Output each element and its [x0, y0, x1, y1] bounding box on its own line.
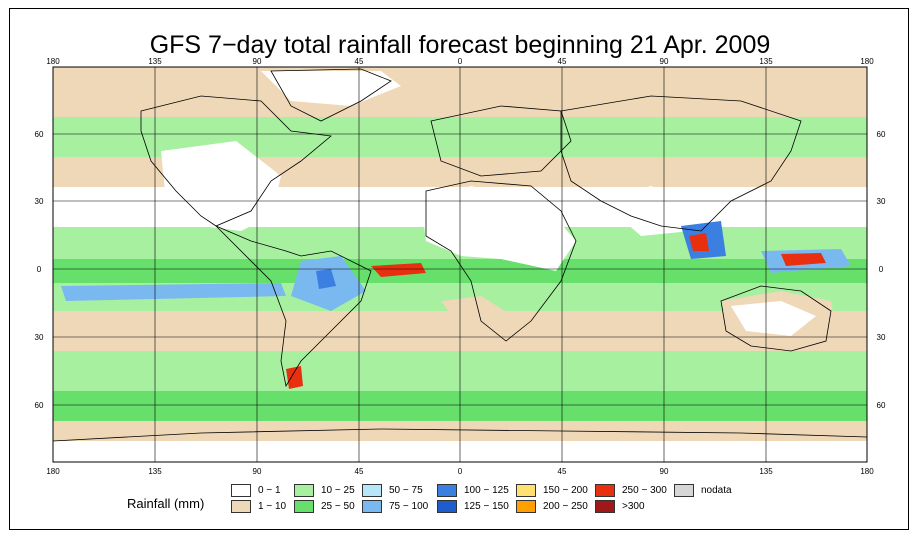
legend-item: >300 — [595, 499, 645, 514]
lat-label: 30 — [35, 197, 44, 206]
lon-label: 45 — [355, 57, 364, 66]
legend-item: 25 − 50 — [294, 499, 355, 514]
lon-label: 180 — [860, 57, 874, 66]
lon-label: 45 — [558, 57, 567, 66]
legend-label: 0 − 1 — [258, 485, 281, 496]
lat-label: 60 — [877, 401, 886, 410]
lat-label: 60 — [877, 130, 886, 139]
legend-item: 10 − 25 — [294, 483, 355, 498]
legend-label: 25 − 50 — [321, 501, 355, 512]
legend-item: 1 − 10 — [231, 499, 286, 514]
atlantic-itcz-heavy — [371, 263, 426, 277]
antarctica-outline — [52, 428, 868, 442]
legend-label: 1 − 10 — [258, 501, 287, 512]
legend-swatch — [674, 484, 694, 497]
longitude-labels-bottom: 180 135 90 45 0 45 90 135 180 — [46, 467, 874, 476]
legend-label: 100 − 125 — [464, 485, 509, 496]
rainfall-map: 180 135 90 45 0 45 90 135 180 180 135 90… — [35, 57, 886, 476]
legend-swatch — [231, 484, 251, 497]
west-pacific-heavy — [781, 253, 826, 266]
legend-swatch — [595, 484, 615, 497]
lon-label: 90 — [253, 467, 262, 476]
legend-item: 125 − 150 — [437, 499, 509, 514]
legend-swatch — [231, 500, 251, 513]
amazon-heavy — [316, 269, 336, 289]
legend-label: 75 − 100 — [389, 501, 429, 512]
longitude-labels-top: 180 135 90 45 0 45 90 135 180 — [46, 57, 874, 66]
lon-label: 90 — [660, 57, 669, 66]
lon-label: 0 — [458, 467, 463, 476]
greenland-outline — [270, 68, 392, 122]
legend-label: 250 − 300 — [622, 485, 667, 496]
europe-outline — [430, 105, 572, 177]
south-america-outline — [215, 225, 372, 388]
lon-label: 45 — [355, 467, 364, 476]
south-asia-dry — [601, 186, 701, 236]
lat-label: 60 — [35, 401, 44, 410]
map-border — [52, 66, 868, 463]
lon-label: 90 — [660, 467, 669, 476]
maritime-continent-heavy — [689, 233, 709, 251]
legend-label: nodata — [701, 485, 732, 496]
legend-label: >300 — [622, 501, 645, 512]
legend-swatch — [362, 500, 382, 513]
southern-africa-light — [441, 296, 521, 341]
figure-frame: GFS 7−day total rainfall forecast beginn… — [9, 8, 909, 530]
legend-item: 50 − 75 — [362, 483, 423, 498]
north-america-dry — [161, 141, 281, 231]
lat-label: 60 — [35, 130, 44, 139]
lat-label: 30 — [35, 333, 44, 342]
lat-label: 30 — [877, 333, 886, 342]
legend-item: 100 − 125 — [437, 483, 509, 498]
lon-label: 45 — [558, 467, 567, 476]
lon-label: 135 — [759, 467, 773, 476]
graticule — [53, 67, 867, 462]
lon-label: 0 — [458, 57, 463, 66]
legend-swatch — [362, 484, 382, 497]
legend-label: 125 − 150 — [464, 501, 509, 512]
lat-label: 0 — [879, 265, 884, 274]
lon-label: 135 — [148, 57, 162, 66]
lon-label: 180 — [46, 467, 60, 476]
legend-title: Rainfall (mm) — [127, 496, 205, 511]
legend-label: 10 − 25 — [321, 485, 355, 496]
legend-swatch — [294, 484, 314, 497]
legend-item: 200 − 250 — [516, 499, 588, 514]
lat-label: 0 — [37, 265, 42, 274]
legend-label: 150 − 200 — [543, 485, 588, 496]
legend-item: 250 − 300 — [595, 483, 667, 498]
lon-label: 180 — [860, 467, 874, 476]
lon-label: 90 — [253, 57, 262, 66]
legend-swatch — [294, 500, 314, 513]
legend-swatch — [516, 500, 536, 513]
legend-swatch — [437, 500, 457, 513]
patagonia-heavy — [286, 366, 303, 389]
lat-label: 30 — [877, 197, 886, 206]
legend-swatch — [595, 500, 615, 513]
legend-swatch — [437, 484, 457, 497]
legend-item: 75 − 100 — [362, 499, 428, 514]
australia-dry — [731, 301, 816, 336]
map-title: GFS 7−day total rainfall forecast beginn… — [149, 31, 771, 59]
legend-swatch — [516, 484, 536, 497]
africa-outline — [425, 180, 577, 342]
legend-label: 50 − 75 — [389, 485, 423, 496]
legend-item: 0 − 1 — [231, 483, 281, 498]
australia-outline — [720, 285, 832, 352]
legend-item: 150 − 200 — [516, 483, 588, 498]
asia-outline — [560, 95, 802, 232]
legend-label: 200 − 250 — [543, 501, 588, 512]
lon-label: 135 — [148, 467, 162, 476]
legend-item: nodata — [674, 483, 732, 498]
lon-label: 135 — [759, 57, 773, 66]
lon-label: 180 — [46, 57, 60, 66]
latitude-labels-left: 60 30 0 30 60 — [35, 130, 44, 410]
latitude-labels-right: 60 30 0 30 60 — [877, 130, 886, 410]
east-pacific-rain-band — [61, 283, 286, 301]
